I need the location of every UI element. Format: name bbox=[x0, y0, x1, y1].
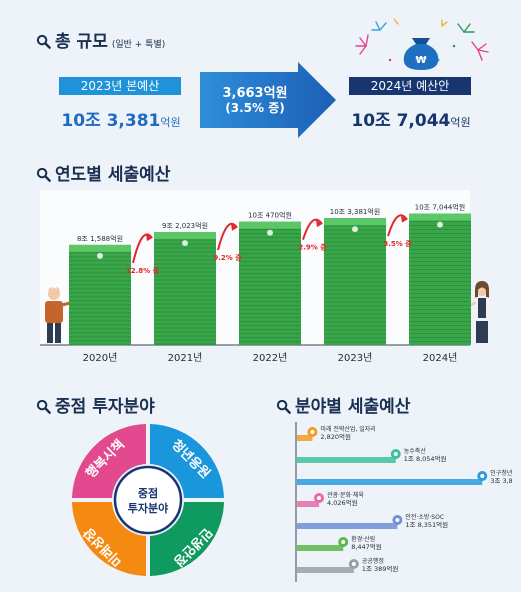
budget-2024-label: 2024년 예산안 bbox=[349, 77, 471, 95]
yearly-year-label: 2021년 bbox=[168, 352, 203, 364]
budget-2023-value: 10조 3,381억원 bbox=[40, 106, 202, 131]
increase-arrow bbox=[200, 62, 336, 138]
growth-arrow bbox=[302, 218, 323, 241]
yearly-bar bbox=[69, 244, 131, 346]
total-subtitle: (일반 + 특별) bbox=[111, 40, 166, 50]
field-bar-label: 환경·산림 bbox=[351, 535, 375, 543]
total-title: 총 규모 bbox=[55, 32, 108, 52]
field-bar-value: 1조 8,351억원 bbox=[405, 520, 448, 529]
field-bar-label: 안전·소방·SOC bbox=[405, 513, 444, 521]
field-bar-value: 1조 389억원 bbox=[362, 564, 399, 573]
magnifier-icon bbox=[36, 399, 51, 414]
yearly-bar bbox=[324, 218, 386, 345]
yearly-budget-chart: 8조 1,588억원 2020년 9조 2,023억원 2021년 10조 470억원 2… bbox=[40, 190, 490, 364]
magnifier-icon bbox=[276, 399, 291, 414]
presenter-man-illustration bbox=[45, 287, 76, 343]
field-bar bbox=[297, 493, 325, 507]
yearly-year-label: 2023년 bbox=[338, 352, 373, 364]
yearly-title: 연도별 세출예산 bbox=[55, 165, 171, 185]
focus-segment-2 bbox=[150, 502, 224, 576]
increase-amount: 3,663억원 bbox=[222, 86, 288, 101]
field-bar-label: 인구청년복지 bbox=[490, 469, 512, 477]
focus-center-line2: 투자분야 bbox=[128, 501, 168, 515]
field-bar bbox=[297, 427, 318, 441]
growth-label: 9.2% 증 bbox=[213, 254, 242, 262]
growth-label: 12.8% 증 bbox=[126, 267, 160, 275]
field-bar-value: 1조 8,054억원 bbox=[404, 454, 447, 463]
field-section-title: 분야별 세출예산 bbox=[276, 392, 410, 417]
yearly-value-label: 10조 470억원 bbox=[248, 211, 292, 220]
focus-center-line1: 중점 bbox=[138, 486, 158, 500]
yearly-bar bbox=[409, 213, 471, 345]
growth-label: 2.9% 증 bbox=[298, 244, 327, 252]
focus-section-title: 중점 투자분야 bbox=[36, 392, 155, 417]
yearly-bar bbox=[154, 232, 216, 345]
focus-donut-chart: 중점 투자분야 행복시책 청년응원 민생안정 미래성장 bbox=[72, 424, 224, 576]
yearly-year-label: 2024년 bbox=[423, 352, 458, 364]
yearly-bar bbox=[239, 221, 301, 345]
field-bar bbox=[297, 471, 488, 485]
yearly-value-label: 9조 2,023억원 bbox=[162, 221, 208, 230]
field-bar bbox=[297, 515, 403, 529]
budget-2023-number: 10조 3,381 bbox=[61, 111, 161, 131]
increase-rate: (3.5% 증) bbox=[225, 101, 285, 115]
budget-2023-unit: 억원 bbox=[160, 116, 181, 129]
yearly-value-label: 8조 1,588억원 bbox=[77, 234, 123, 243]
budget-2024-unit: 억원 bbox=[450, 116, 471, 129]
yearly-value-label: 10조 3,381억원 bbox=[330, 207, 381, 216]
svg-text:₩: ₩ bbox=[415, 55, 426, 66]
yearly-year-label: 2022년 bbox=[253, 352, 288, 364]
total-section-title: 총 규모 (일반 + 특별) bbox=[36, 27, 165, 52]
field-bar bbox=[297, 449, 401, 463]
growth-arrow bbox=[132, 233, 153, 264]
field-title: 분야별 세출예산 bbox=[295, 397, 411, 417]
budget-2024-number: 10조 7,044 bbox=[351, 111, 451, 131]
yearly-section-title: 연도별 세출예산 bbox=[36, 160, 170, 185]
field-bar-label: 공공행정 bbox=[362, 557, 384, 565]
growth-label: 3.5% 증 bbox=[383, 240, 412, 248]
field-bar-label: 농수축산 bbox=[404, 447, 427, 455]
fireworks-moneybag-illustration: ₩ bbox=[355, 18, 489, 70]
focus-segment-0 bbox=[72, 424, 146, 498]
field-bar-value: 8,447억원 bbox=[351, 542, 382, 551]
budget-2024-value: 10조 7,044억원 bbox=[330, 106, 492, 131]
field-bar bbox=[297, 559, 359, 573]
field-bar-value: 4,026억원 bbox=[327, 498, 358, 507]
field-bar bbox=[297, 537, 349, 551]
yearly-value-label: 10조 7,044억원 bbox=[415, 203, 466, 212]
field-bar-label: 관광·문화·체육 bbox=[327, 491, 364, 499]
budget-2023-label: 2023년 본예산 bbox=[59, 77, 181, 95]
field-bar-value: 2,820억원 bbox=[320, 432, 351, 441]
growth-arrow bbox=[217, 222, 238, 251]
focus-segment-1 bbox=[150, 424, 224, 498]
magnifier-icon bbox=[36, 34, 51, 49]
yearly-year-label: 2020년 bbox=[83, 352, 118, 364]
focus-segment-3 bbox=[72, 502, 146, 576]
field-bar-label: 미래 전략산업, 일자리 bbox=[320, 425, 375, 433]
presenter-woman-illustration bbox=[462, 281, 490, 343]
focus-title: 중점 투자분야 bbox=[55, 397, 155, 417]
field-bar-value: 3조 3,869억원 bbox=[490, 476, 512, 485]
magnifier-icon bbox=[36, 167, 51, 182]
growth-arrow bbox=[387, 214, 408, 237]
